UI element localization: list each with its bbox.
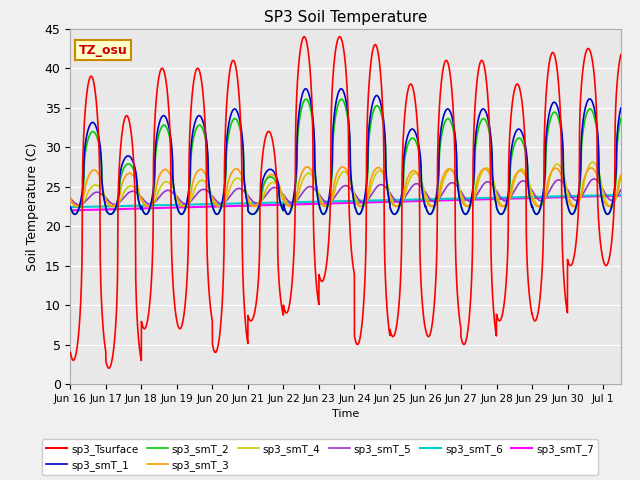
sp3_smT_2 [209,203,216,208]
sp3_smT_5 [533,195,541,201]
Line: sp3_smT_4: sp3_smT_4 [70,162,621,206]
sp3_smT_2 [302,96,310,102]
sp3_smT_2 [617,116,625,121]
Legend: sp3_Tsurface, sp3_smT_1, sp3_smT_2, sp3_smT_3, sp3_smT_4, sp3_smT_5, sp3_smT_6, : sp3_Tsurface, sp3_smT_1, sp3_smT_2, sp3_… [42,439,598,475]
X-axis label: Time: Time [332,409,359,419]
sp3_Tsurface [415,160,423,166]
sp3_smT_2 [523,155,531,161]
sp3_smT_4 [232,176,239,182]
sp3_smT_7 [307,201,315,207]
sp3_smT_5 [415,181,423,187]
sp3_smT_1 [415,144,423,150]
sp3_Tsurface [209,342,216,348]
sp3_smT_1 [302,86,310,92]
sp3_Tsurface [232,61,239,67]
sp3_smT_5 [232,187,239,193]
sp3_smT_2 [307,110,315,116]
Line: sp3_smT_2: sp3_smT_2 [70,99,621,214]
sp3_smT_7 [209,204,216,209]
Title: SP3 Soil Temperature: SP3 Soil Temperature [264,10,428,25]
sp3_Tsurface [617,52,625,58]
sp3_smT_3 [303,164,311,170]
sp3_smT_2 [415,149,423,155]
sp3_smT_2 [67,204,74,210]
sp3_smT_4 [209,194,216,200]
sp3_smT_2 [231,116,239,121]
sp3_smT_3 [67,196,74,202]
sp3_Tsurface [300,34,308,39]
sp3_smT_1 [523,151,531,157]
sp3_smT_3 [415,174,423,180]
sp3_Tsurface [105,365,113,371]
sp3_Tsurface [533,314,541,320]
sp3_smT_6 [617,192,625,198]
sp3_Tsurface [523,244,531,250]
sp3_smT_3 [617,172,625,178]
Line: sp3_smT_5: sp3_smT_5 [70,179,621,205]
Line: sp3_smT_1: sp3_smT_1 [70,89,621,214]
sp3_smT_2 [249,211,257,217]
sp3_smT_6 [522,194,530,200]
sp3_smT_4 [617,174,625,180]
Text: TZ_osu: TZ_osu [79,44,127,57]
sp3_Tsurface [307,86,315,92]
sp3_smT_4 [533,202,541,208]
sp3_smT_4 [67,196,74,202]
Line: sp3_smT_6: sp3_smT_6 [70,195,621,207]
sp3_smT_7 [415,198,422,204]
sp3_smT_1 [617,105,625,111]
sp3_smT_3 [72,204,80,209]
sp3_smT_6 [307,199,315,204]
sp3_smT_7 [533,195,541,201]
sp3_smT_3 [523,176,531,181]
sp3_smT_4 [307,172,315,178]
sp3_Tsurface [67,349,74,355]
sp3_smT_5 [209,193,216,199]
sp3_smT_4 [74,204,82,209]
sp3_smT_1 [232,106,239,112]
Line: sp3_smT_7: sp3_smT_7 [70,196,621,210]
sp3_smT_3 [209,197,216,203]
sp3_smT_4 [523,171,531,177]
Line: sp3_smT_3: sp3_smT_3 [70,167,621,206]
sp3_smT_3 [533,204,541,209]
sp3_smT_1 [209,204,216,209]
sp3_smT_3 [232,166,239,172]
sp3_smT_1 [533,211,541,217]
sp3_smT_4 [415,173,423,179]
sp3_smT_6 [415,197,422,203]
sp3_smT_5 [523,180,531,185]
sp3_smT_2 [533,211,541,217]
sp3_smT_5 [67,196,74,202]
sp3_smT_7 [617,193,625,199]
sp3_smT_5 [76,202,83,208]
sp3_smT_7 [67,207,74,213]
sp3_smT_3 [307,168,315,174]
sp3_smT_5 [307,184,315,190]
sp3_smT_6 [67,204,74,210]
sp3_smT_4 [589,159,596,165]
sp3_smT_1 [71,211,79,217]
sp3_smT_5 [590,176,598,182]
sp3_smT_6 [209,201,216,207]
Y-axis label: Soil Temperature (C): Soil Temperature (C) [26,142,39,271]
sp3_smT_1 [67,204,74,210]
sp3_smT_6 [231,201,239,206]
sp3_smT_5 [617,187,625,192]
sp3_smT_6 [533,194,541,200]
Line: sp3_Tsurface: sp3_Tsurface [70,36,621,368]
sp3_smT_7 [522,195,530,201]
sp3_smT_1 [307,103,315,108]
sp3_smT_7 [231,203,239,209]
